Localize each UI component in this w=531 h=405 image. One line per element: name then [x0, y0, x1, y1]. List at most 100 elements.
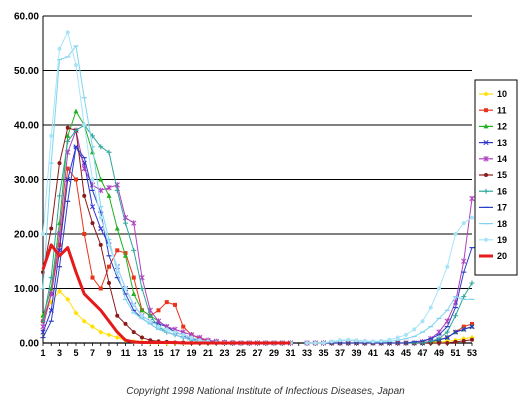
- data-point: [453, 232, 458, 236]
- legend-label: 17: [497, 203, 507, 213]
- data-point: [131, 330, 136, 335]
- x-tick-label: 1: [40, 348, 45, 358]
- data-point: [98, 215, 103, 220]
- data-point: [57, 46, 62, 51]
- x-tick-label: 27: [252, 348, 262, 358]
- data-point: [65, 30, 70, 35]
- data-point: [49, 133, 54, 138]
- legend-marker: [483, 188, 489, 194]
- data-point: [379, 338, 384, 343]
- legend-label: 16: [497, 186, 507, 196]
- y-tick-label: 20.00: [14, 230, 39, 241]
- data-point: [469, 280, 475, 286]
- data-point: [189, 335, 194, 340]
- legend-label: 19: [497, 235, 507, 245]
- legend-item-11: 11: [479, 105, 507, 115]
- x-tick-label: 23: [219, 348, 229, 358]
- y-tick-label: 50.00: [14, 66, 39, 77]
- x-tick-label: 13: [137, 348, 147, 358]
- legend-item-20: 20: [479, 251, 507, 261]
- data-point: [98, 329, 104, 335]
- data-point: [98, 286, 103, 291]
- legend-label: 18: [497, 219, 507, 229]
- data-point: [131, 302, 136, 307]
- data-point: [49, 226, 54, 231]
- data-point: [107, 264, 111, 269]
- x-tick-label: 3: [57, 348, 62, 358]
- data-point: [98, 242, 103, 247]
- data-point: [181, 324, 186, 329]
- data-point: [57, 193, 62, 199]
- legend-item-14: 14: [479, 154, 507, 164]
- data-point: [444, 329, 450, 335]
- data-point: [114, 225, 120, 231]
- series-line: [42, 127, 291, 344]
- legend-label: 12: [497, 122, 507, 132]
- data-point: [461, 326, 467, 332]
- data-point: [107, 281, 111, 286]
- x-tick-label: 53: [467, 348, 477, 358]
- data-point: [164, 300, 169, 305]
- x-tick-label: 41: [368, 348, 378, 358]
- data-point: [114, 335, 120, 341]
- data-point: [452, 329, 459, 335]
- data-point: [321, 341, 326, 345]
- data-point: [445, 264, 450, 269]
- data-point: [470, 215, 474, 220]
- data-point: [57, 242, 62, 247]
- data-point: [65, 133, 71, 138]
- legend-item-16: 16: [479, 186, 507, 196]
- data-point: [329, 339, 334, 344]
- series-line: [41, 243, 291, 345]
- x-tick-label: 11: [121, 348, 131, 358]
- x-tick-label: 43: [384, 348, 394, 358]
- data-point: [436, 336, 442, 342]
- x-tick-label: 33: [302, 348, 312, 358]
- data-point: [404, 332, 408, 337]
- x-axis-ticks: 1 3 5 7 9 11 13 15 17 19 21 23 25 27 29 31 33 35 37 39 41 43 4…: [40, 348, 477, 358]
- data-point: [98, 176, 104, 182]
- data-point: [106, 193, 112, 198]
- x-tick-label: 21: [203, 348, 213, 358]
- data-point: [90, 177, 95, 182]
- data-point: [453, 339, 458, 344]
- legend-label: 14: [497, 154, 507, 164]
- data-point: [140, 335, 144, 340]
- data-point: [461, 221, 466, 226]
- legend: 10 11 12 13 14 15 16 17 18 19 20: [474, 79, 518, 276]
- data-point: [48, 275, 54, 281]
- grid-lines: [43, 15, 472, 344]
- data-point: [114, 187, 120, 193]
- data-point: [82, 193, 87, 198]
- data-point: [428, 305, 433, 310]
- series-line: [42, 31, 291, 344]
- data-point: [81, 318, 87, 324]
- data-point: [420, 319, 425, 324]
- data-point: [131, 220, 137, 226]
- data-point: [40, 323, 46, 330]
- y-tick-label: 0.00: [20, 339, 40, 350]
- data-point: [123, 220, 128, 226]
- x-tick-label: 7: [90, 348, 95, 358]
- data-point: [437, 286, 441, 291]
- y-tick-label: 60.00: [14, 12, 39, 23]
- data-point: [65, 166, 70, 171]
- data-point: [98, 187, 104, 194]
- data-point: [197, 338, 202, 343]
- data-point: [90, 275, 95, 280]
- legend-marker: [483, 91, 489, 97]
- data-point: [89, 204, 96, 210]
- x-tick-label: 29: [269, 348, 279, 358]
- x-tick-label: 5: [73, 348, 78, 358]
- data-point: [57, 161, 62, 166]
- legend-item-19: 19: [479, 235, 507, 245]
- legend-label: 10: [497, 89, 507, 99]
- data-point: [164, 327, 169, 332]
- data-point: [181, 332, 186, 337]
- legend-marker: [483, 123, 489, 129]
- legend-label: 11: [497, 105, 507, 115]
- data-point: [444, 334, 450, 341]
- legend-item-15: 15: [479, 170, 507, 180]
- data-point: [412, 327, 417, 332]
